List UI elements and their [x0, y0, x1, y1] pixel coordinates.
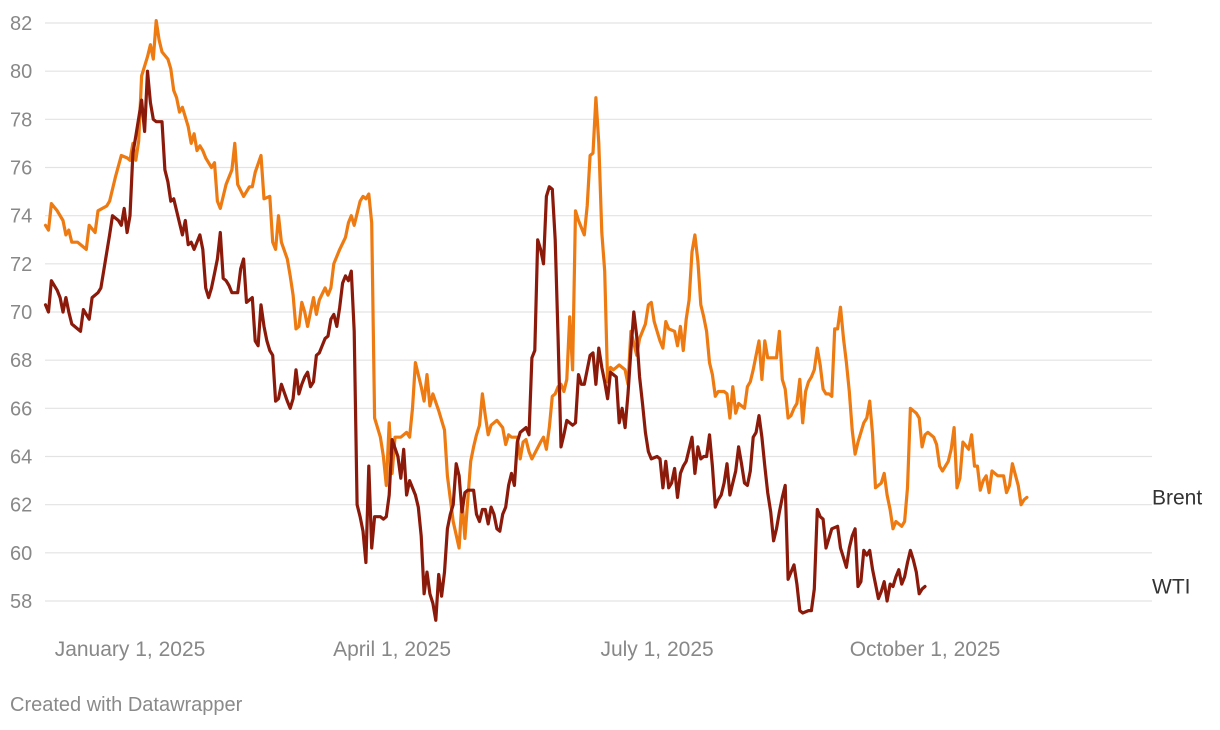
- series-label-brent: Brent: [1152, 486, 1202, 509]
- y-tick-label: 64: [10, 447, 32, 469]
- series-end-labels: Brent WTI: [1152, 486, 1202, 598]
- series-line-wti: [43, 69, 927, 622]
- y-axis-tick-labels: 58 60 62 64 66 68 70 72 74 76 78 80 82: [10, 13, 32, 613]
- y-tick-label: 80: [10, 61, 32, 83]
- y-tick-label: 78: [10, 109, 32, 131]
- y-tick-label: 72: [10, 254, 32, 276]
- series-label-wti: WTI: [1152, 576, 1190, 599]
- x-axis-tick-labels: January 1, 2025 April 1, 2025 July 1, 2025…: [55, 638, 1001, 661]
- datawrapper-credit: Created with Datawrapper: [10, 694, 243, 716]
- y-tick-label: 82: [10, 13, 32, 35]
- y-tick-label: 60: [10, 543, 32, 565]
- y-tick-label: 66: [10, 398, 32, 420]
- x-tick-label: January 1, 2025: [55, 638, 206, 661]
- series-lines: [43, 19, 1029, 622]
- x-tick-label: October 1, 2025: [850, 638, 1001, 661]
- y-tick-label: 70: [10, 302, 32, 324]
- series-line-brent: [43, 19, 1029, 550]
- x-tick-label: April 1, 2025: [333, 638, 451, 661]
- y-tick-label: 76: [10, 158, 32, 180]
- y-tick-label: 68: [10, 350, 32, 372]
- y-tick-label: 58: [10, 591, 32, 613]
- x-tick-label: July 1, 2025: [600, 638, 713, 661]
- line-chart: 58 60 62 64 66 68 70 72 74 76 78 80 82 January 1, 20…: [10, 13, 1202, 661]
- y-tick-label: 62: [10, 495, 32, 517]
- gridlines: [45, 22, 1152, 602]
- y-tick-label: 74: [10, 206, 32, 228]
